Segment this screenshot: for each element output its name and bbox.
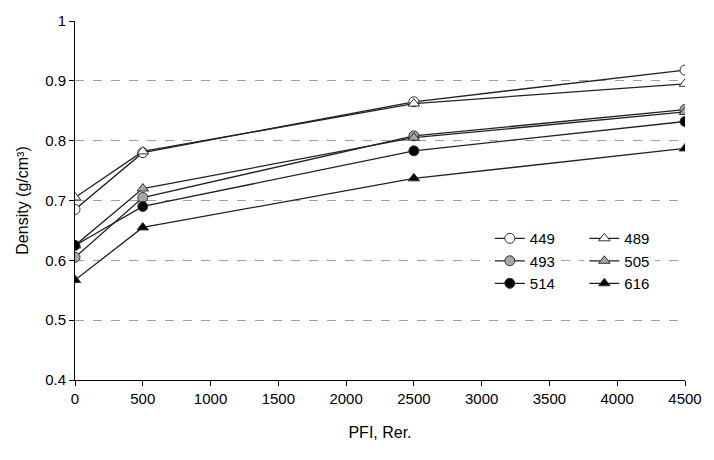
svg-text:4000: 4000 xyxy=(601,390,634,407)
svg-text:0.6: 0.6 xyxy=(45,252,66,269)
svg-text:0: 0 xyxy=(71,390,79,407)
svg-text:449: 449 xyxy=(530,230,555,247)
svg-text:0.5: 0.5 xyxy=(45,311,66,328)
svg-text:514: 514 xyxy=(530,275,555,292)
svg-text:Density (g/cm³): Density (g/cm³) xyxy=(14,146,31,254)
svg-text:500: 500 xyxy=(130,390,155,407)
svg-text:1500: 1500 xyxy=(262,390,295,407)
svg-text:1: 1 xyxy=(58,12,66,29)
svg-text:0.7: 0.7 xyxy=(45,192,66,209)
svg-text:0.8: 0.8 xyxy=(45,132,66,149)
svg-text:2500: 2500 xyxy=(397,390,430,407)
svg-text:505: 505 xyxy=(624,253,649,270)
svg-text:2000: 2000 xyxy=(329,390,362,407)
svg-text:489: 489 xyxy=(624,230,649,247)
svg-text:3000: 3000 xyxy=(465,390,498,407)
svg-text:0.9: 0.9 xyxy=(45,72,66,89)
svg-text:1000: 1000 xyxy=(194,390,227,407)
svg-text:493: 493 xyxy=(530,253,555,270)
svg-text:PFI, Rer.: PFI, Rer. xyxy=(348,424,411,441)
svg-text:4500: 4500 xyxy=(668,390,701,407)
svg-text:0.4: 0.4 xyxy=(45,371,66,388)
svg-text:3500: 3500 xyxy=(533,390,566,407)
svg-text:616: 616 xyxy=(624,275,649,292)
